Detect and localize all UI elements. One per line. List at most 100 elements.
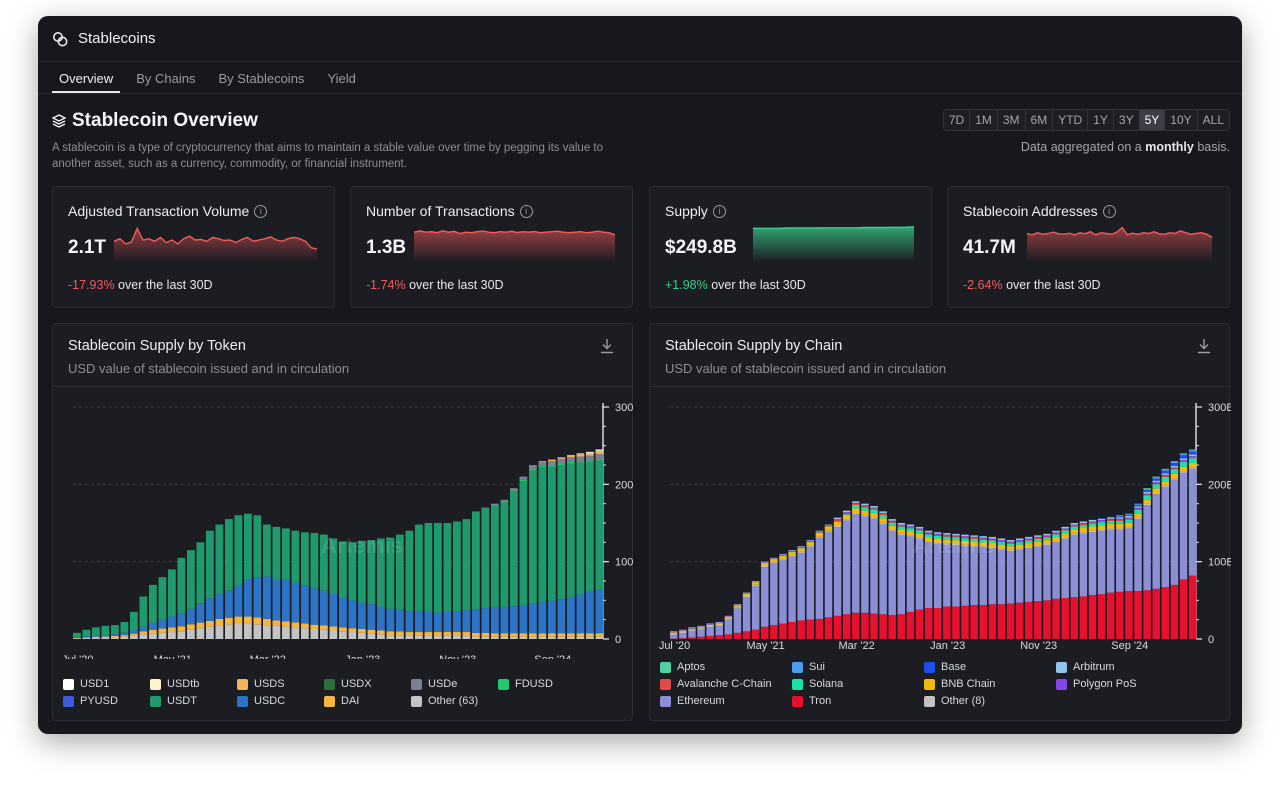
bar-stack[interactable] (595, 449, 604, 639)
bar-stack[interactable] (1015, 538, 1024, 639)
bar-stack[interactable] (934, 532, 942, 639)
bar-stack[interactable] (339, 541, 347, 639)
bar-stack[interactable] (806, 540, 815, 639)
legend-item[interactable]: Sui (792, 660, 924, 674)
bar-stack[interactable] (263, 524, 271, 639)
bar-stack[interactable] (282, 528, 290, 639)
tab-by-stablecoins[interactable]: By Stablecoins (218, 71, 305, 86)
legend-item[interactable]: USDtb (150, 677, 237, 691)
download-icon[interactable] (600, 338, 614, 354)
bar-stack[interactable] (529, 465, 537, 639)
bar-stack[interactable] (770, 557, 778, 639)
legend-item[interactable]: Base (924, 660, 1056, 674)
bar-stack[interactable] (215, 524, 224, 639)
bar-stack[interactable] (500, 499, 509, 639)
legend-item[interactable]: USDT (150, 694, 237, 708)
bar-stack[interactable] (92, 627, 100, 639)
bar-stack[interactable] (1116, 515, 1124, 639)
bar-stack[interactable] (82, 629, 91, 639)
bar-stack[interactable] (888, 519, 896, 639)
legend-item[interactable]: USDe (411, 677, 498, 691)
range-7d[interactable]: 7D (943, 110, 971, 130)
bar-stack[interactable] (348, 542, 357, 639)
bar-stack[interactable] (320, 534, 328, 639)
range-3y[interactable]: 3Y (1113, 110, 1140, 130)
legend-item[interactable]: DAI (324, 694, 411, 708)
bar-stack[interactable] (1097, 518, 1106, 639)
bar-stack[interactable] (924, 530, 933, 639)
bar-stack[interactable] (1179, 453, 1188, 639)
bar-stack[interactable] (1025, 536, 1033, 639)
range-3m[interactable]: 3M (997, 110, 1026, 130)
bar-stack[interactable] (706, 623, 714, 639)
bar-stack[interactable] (1061, 526, 1069, 639)
bar-stack[interactable] (576, 453, 585, 639)
bar-stack[interactable] (557, 457, 566, 639)
bar-stack[interactable] (1170, 461, 1179, 639)
bar-stack[interactable] (519, 476, 528, 639)
bar-stack[interactable] (879, 511, 887, 639)
bar-stack[interactable] (1079, 521, 1088, 639)
bar-stack[interactable] (101, 625, 110, 639)
bar-stack[interactable] (979, 536, 987, 639)
range-6m[interactable]: 6M (1025, 110, 1054, 130)
bar-stack[interactable] (177, 557, 186, 639)
bar-stack[interactable] (120, 621, 129, 639)
tab-yield[interactable]: Yield (327, 71, 356, 86)
bar-stack[interactable] (472, 511, 480, 639)
bar-stack[interactable] (291, 530, 300, 639)
bar-stack[interactable] (405, 530, 414, 639)
bar-stack[interactable] (751, 581, 760, 639)
bar-stack[interactable] (253, 515, 262, 639)
bar-stack[interactable] (234, 515, 243, 639)
bar-stack[interactable] (824, 524, 833, 639)
legend-item[interactable]: Polygon PoS (1056, 677, 1188, 691)
bar-stack[interactable] (196, 542, 205, 639)
bar-stack[interactable] (225, 519, 233, 639)
bar-stack[interactable] (1052, 530, 1060, 639)
bar-stack[interactable] (1106, 516, 1115, 639)
bar-stack[interactable] (586, 451, 594, 639)
legend-item[interactable]: BNB Chain (924, 677, 1056, 691)
range-all[interactable]: ALL (1197, 110, 1229, 130)
bar-stack[interactable] (415, 524, 423, 639)
range-1y[interactable]: 1Y (1088, 110, 1114, 130)
bar-stack[interactable] (997, 538, 1006, 639)
legend-item[interactable]: Aptos (660, 660, 792, 674)
legend-item[interactable]: Other (8) (924, 694, 1056, 708)
bar-stack[interactable] (697, 625, 705, 639)
bar-stack[interactable] (272, 526, 281, 639)
bar-stack[interactable] (961, 534, 969, 639)
legend-item[interactable]: Ethereum (660, 694, 792, 708)
bar-stack[interactable] (1125, 513, 1133, 639)
bar-stack[interactable] (453, 521, 461, 639)
info-icon[interactable]: i (1102, 204, 1116, 218)
bar-stack[interactable] (815, 530, 824, 639)
bar-stack[interactable] (1161, 468, 1170, 639)
bar-stack[interactable] (206, 530, 214, 639)
legend-item[interactable]: USDC (237, 694, 324, 708)
bar-stack[interactable] (870, 505, 878, 639)
range-1m[interactable]: 1M (970, 110, 998, 130)
bar-stack[interactable] (952, 533, 960, 639)
bar-stack[interactable] (733, 604, 742, 639)
bar-stack[interactable] (367, 540, 376, 639)
tab-by-chains[interactable]: By Chains (136, 71, 196, 86)
bar-stack[interactable] (168, 569, 176, 639)
bar-stack[interactable] (310, 533, 319, 639)
bar-stack[interactable] (386, 537, 395, 639)
bar-stack[interactable] (852, 501, 860, 639)
tab-overview[interactable]: Overview (52, 71, 121, 93)
bar-stack[interactable] (73, 632, 81, 639)
range-ytd[interactable]: YTD (1053, 110, 1089, 130)
bar-stack[interactable] (688, 627, 696, 639)
bar-stack[interactable] (139, 596, 148, 639)
info-icon[interactable]: i (519, 204, 533, 218)
bar-stack[interactable] (906, 524, 915, 639)
legend-item[interactable]: Arbitrum (1056, 660, 1188, 674)
bar-stack[interactable] (130, 611, 138, 639)
bar-stack[interactable] (742, 592, 751, 639)
bar-stack[interactable] (1143, 488, 1151, 639)
bar-stack[interactable] (1070, 523, 1079, 639)
bar-stack[interactable] (301, 532, 309, 639)
